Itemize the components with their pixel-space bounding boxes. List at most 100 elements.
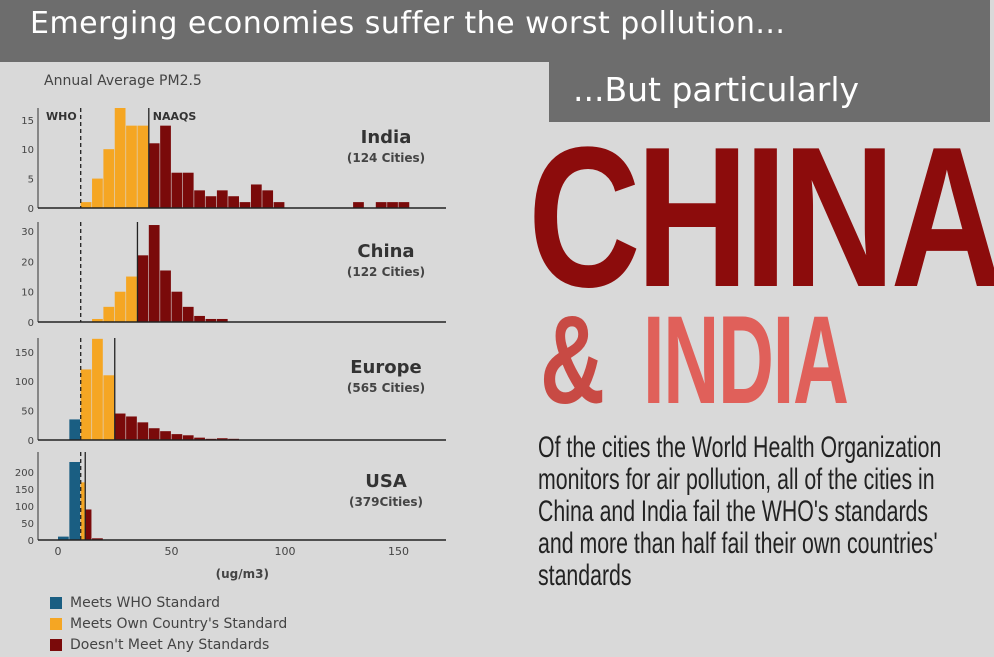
bar-usa (92, 538, 103, 540)
x-axis-label: (ug/m3) (216, 567, 269, 581)
x-tick-label: 100 (275, 545, 296, 558)
bar-india (148, 143, 160, 208)
bar-europe (182, 435, 194, 440)
panel-cities-china: (122 Cities) (347, 265, 425, 279)
bar-india (114, 108, 126, 208)
panel-cities-usa: (379Cities) (349, 495, 423, 509)
legend-label-fail: Doesn't Meet Any Standards (70, 636, 270, 653)
bar-india (92, 178, 103, 208)
y-tick-label-india: 5 (28, 175, 34, 186)
legend-label-who: Meets WHO Standard (70, 594, 221, 611)
top-banner: Emerging economies suffer the worst poll… (0, 0, 990, 62)
bar-india (80, 202, 92, 208)
y-tick-label-usa: 200 (15, 468, 34, 479)
headline-china: CHINA (528, 106, 994, 329)
bar-china (216, 318, 228, 322)
bar-europe (126, 416, 137, 440)
y-tick-label-india: 0 (28, 204, 34, 215)
bar-china (194, 315, 205, 322)
bar-china (182, 306, 194, 322)
y-tick-label-india: 15 (21, 116, 34, 127)
body-text: Of the cities the World Health Organizat… (538, 431, 942, 592)
legend-item-who: Meets WHO Standard (50, 592, 287, 613)
bar-europe (103, 375, 115, 440)
bar-europe (80, 369, 92, 440)
bar-europe (137, 422, 149, 440)
bar-india (375, 202, 387, 208)
bar-india (250, 184, 262, 208)
histogram-charts: 0 5 10 15 WHO NAAQS India (124 Cities) 0 10 20 30 Ch… (15, 108, 446, 581)
bar-china (205, 318, 217, 322)
x-tick-label: 150 (388, 545, 409, 558)
y-tick-label-china: 10 (21, 288, 34, 299)
y-tick-label-china: 20 (21, 257, 34, 268)
bar-europe (216, 438, 228, 440)
bar-india (216, 190, 228, 208)
bar-europe (160, 431, 171, 440)
y-tick-label-usa: 0 (28, 536, 34, 547)
bar-china (92, 318, 103, 322)
bar-india (126, 125, 137, 208)
panel-title-europe: Europe (350, 357, 421, 378)
legend-label-own: Meets Own Country's Standard (70, 615, 288, 632)
y-tick-label-usa: 50 (21, 519, 34, 530)
panel-cities-europe: (565 Cities) (347, 381, 425, 395)
bar-india (387, 202, 398, 208)
bar-china (148, 225, 160, 322)
bar-china (160, 270, 171, 322)
y-tick-label-europe: 100 (15, 377, 34, 388)
page-title: Emerging economies suffer the worst poll… (30, 6, 786, 41)
bar-india (398, 202, 410, 208)
y-tick-label-usa: 150 (15, 485, 34, 496)
bar-europe (92, 338, 103, 440)
panel-title-india: India (361, 127, 412, 148)
headline-ampersand: & (540, 291, 606, 430)
y-tick-label-china: 30 (21, 227, 34, 238)
bar-india (137, 125, 149, 208)
chart-title: Annual Average PM2.5 (44, 73, 202, 89)
bar-europe (69, 419, 81, 440)
bar-india (160, 125, 171, 208)
bar-india (228, 196, 239, 208)
bar-india (171, 172, 183, 208)
bar-india (103, 149, 115, 208)
legend-swatch-who (50, 596, 62, 609)
bar-china (114, 291, 126, 322)
bar-europe (171, 434, 183, 440)
bar-europe (114, 413, 126, 440)
panel-title-usa: USA (365, 471, 407, 492)
y-tick-label-china: 0 (28, 318, 34, 329)
bar-china (126, 276, 137, 322)
legend-item-own: Meets Own Country's Standard (50, 613, 287, 634)
y-tick-label-europe: 150 (15, 348, 34, 359)
bar-india (205, 196, 217, 208)
bar-usa (80, 482, 85, 540)
x-tick-label: 0 (55, 545, 62, 558)
legend-swatch-own (50, 617, 62, 630)
bar-china (137, 255, 149, 322)
y-tick-label-usa: 100 (15, 502, 34, 513)
bar-china (171, 291, 183, 322)
bar-india (262, 190, 274, 208)
who-label: WHO (46, 110, 77, 123)
y-tick-label-europe: 50 (21, 407, 34, 418)
sub-banner: ...But particularly (549, 62, 990, 122)
naaqs-label: NAAQS (153, 110, 197, 123)
panel-cities-india: (124 Cities) (347, 151, 425, 165)
legend-swatch-fail (50, 638, 62, 651)
y-tick-label-europe: 0 (28, 436, 34, 447)
y-tick-label-india: 10 (21, 145, 34, 156)
bar-india (239, 202, 251, 208)
bar-europe (148, 428, 160, 440)
bar-europe (194, 437, 205, 440)
bar-india (353, 202, 364, 208)
headline-india: INDIA (643, 291, 849, 430)
bar-india (182, 172, 194, 208)
subtitle: ...But particularly (573, 70, 860, 109)
bar-usa (85, 509, 92, 540)
legend-item-fail: Doesn't Meet Any Standards (50, 634, 287, 655)
bar-india (273, 202, 285, 208)
bar-usa (58, 536, 69, 540)
bar-usa (69, 462, 81, 540)
panel-title-china: China (357, 241, 414, 262)
